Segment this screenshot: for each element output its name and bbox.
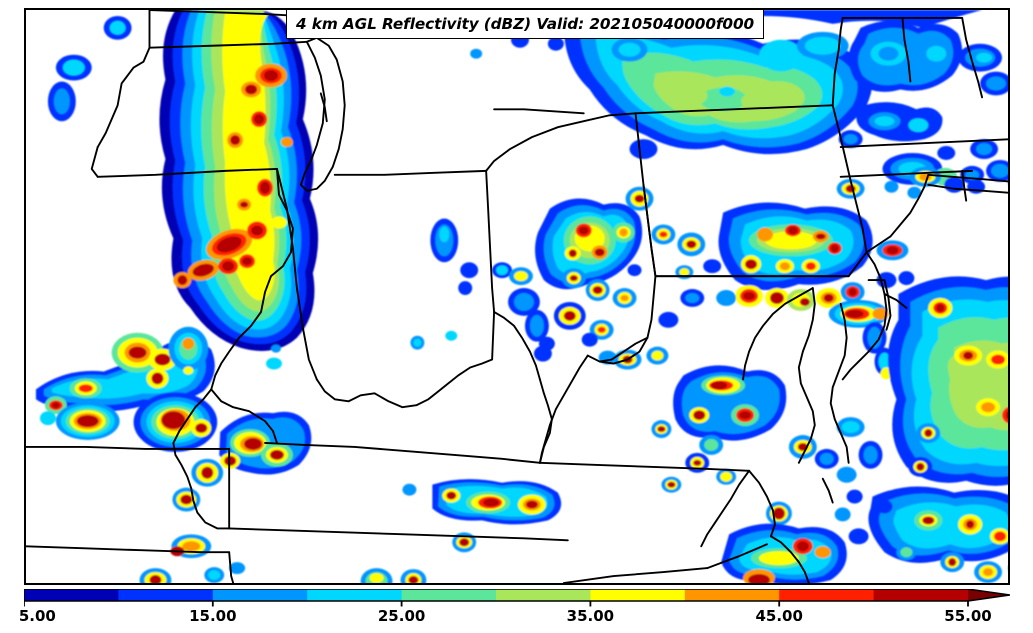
colorbar-band <box>401 589 497 601</box>
colorbar-band <box>118 589 214 601</box>
colorbar-band <box>590 589 686 601</box>
coast-chesapeake-east <box>829 303 850 464</box>
reflectivity-cell-minnesota <box>47 15 132 122</box>
border-wisconsin-illinois <box>148 40 308 49</box>
colorbar-tick-label: 55.00 <box>944 607 992 625</box>
plot-title-text: 4 km AGL Reflectivity (dBZ) Valid: 20210… <box>296 15 755 33</box>
coast-detail-2 <box>841 360 860 381</box>
coast-new-jersey <box>857 251 888 363</box>
border-iowa-east <box>90 146 99 178</box>
border-ny-north <box>831 17 844 107</box>
coast-outer-banks <box>770 535 810 583</box>
border-nc-sc <box>562 567 709 583</box>
reflectivity-cell-nyc <box>884 159 1008 193</box>
border-new-england-south <box>839 138 1008 148</box>
coast-potomac <box>742 287 814 381</box>
border-kentucky-north <box>315 310 496 409</box>
border-tennessee-south <box>228 527 569 542</box>
border-wisconsin-north <box>148 10 300 17</box>
coast-long-island-south <box>927 183 1008 194</box>
border-kentucky-south <box>264 442 541 464</box>
colorbar-swatches <box>24 589 1010 607</box>
colorbar-band <box>873 589 969 601</box>
reflectivity-cell-new-england <box>838 20 1008 199</box>
reflectivity-field <box>35 10 1008 583</box>
coast-chesapeake-west <box>797 287 816 464</box>
coast-long-island <box>927 173 1008 183</box>
colorbar-band <box>684 589 780 601</box>
border-maryland-west <box>586 275 657 365</box>
border-arkansas-south <box>26 545 231 554</box>
colorbar-band <box>24 589 119 601</box>
border-indiana-ohio <box>485 169 496 313</box>
border-wv-detail <box>598 336 649 363</box>
colorbar-extend-arrow <box>968 589 1010 601</box>
border-ohio-north <box>493 108 585 115</box>
border-virginia-west <box>538 354 589 464</box>
reflectivity-cell-offshore-atlantic <box>834 276 1008 583</box>
colorbar-tick-label: 25.00 <box>377 607 426 625</box>
radar-map-canvas <box>26 10 1008 583</box>
core-group-wi <box>173 63 293 289</box>
border-missouri-arkansas <box>26 446 231 450</box>
lake-michigan-inner <box>319 92 328 123</box>
colorbar-tick-label: 35.00 <box>566 607 615 625</box>
border-illinois-south <box>210 388 278 444</box>
reflectivity-cell-mid-atlantic <box>716 178 915 380</box>
border-wv-ohio <box>642 183 657 278</box>
border-missouri-east <box>172 388 231 530</box>
colorbar-band <box>307 589 403 601</box>
border-pennsylvania-east <box>831 104 868 278</box>
reflectivity-cell-virginia <box>651 365 863 583</box>
border-indiana-illinois <box>276 167 318 381</box>
reflectivity-cell-upper-midwest <box>159 10 319 351</box>
colorbar-outline <box>24 589 1010 602</box>
reflectivity-cell-ohio-valley <box>266 218 552 370</box>
map-panel <box>24 8 1010 585</box>
coast-hudson-nj <box>865 173 930 254</box>
colorbar-band <box>496 589 591 601</box>
plot-title-box: 4 km AGL Reflectivity (dBZ) Valid: 20210… <box>286 9 765 39</box>
border-iowa-north <box>96 167 278 178</box>
coast-lake-erie <box>485 112 637 172</box>
border-ct-ma <box>839 169 974 178</box>
colorbar-band <box>779 589 875 601</box>
border-nh-maine <box>961 17 984 99</box>
colorbar-tick-label: 5.00 <box>18 607 56 625</box>
border-delaware <box>867 279 892 331</box>
coast-detail-delaware-bay <box>883 293 908 309</box>
colorbar-tick-label: 15.00 <box>189 607 237 625</box>
coast-albemarle <box>706 543 768 570</box>
border-michigan-indiana <box>333 169 488 176</box>
border-virginia-nc <box>538 461 751 472</box>
geography-outlines <box>26 10 1008 583</box>
border-vermont-nh <box>901 17 912 83</box>
border-ct-ri <box>961 169 968 202</box>
colorbar: 5.00 15.00 25.00 35.00 45.00 55.00 <box>19 589 1010 633</box>
colorbar-band <box>212 589 308 601</box>
border-minnesota-wisconsin <box>96 10 151 148</box>
coast-detail-1 <box>821 477 834 504</box>
border-pennsylvania-north <box>634 104 834 115</box>
reflectivity-cell-arkansas <box>133 392 225 583</box>
colorbar-tick-label: 45.00 <box>755 607 803 625</box>
border-mississippi-east <box>228 551 235 583</box>
border-kentucky-ohio-east <box>493 310 541 381</box>
reflectivity-cell-appalachians <box>535 186 722 370</box>
coast-pamlico <box>700 469 751 548</box>
coast-virginia-beach <box>748 469 776 538</box>
